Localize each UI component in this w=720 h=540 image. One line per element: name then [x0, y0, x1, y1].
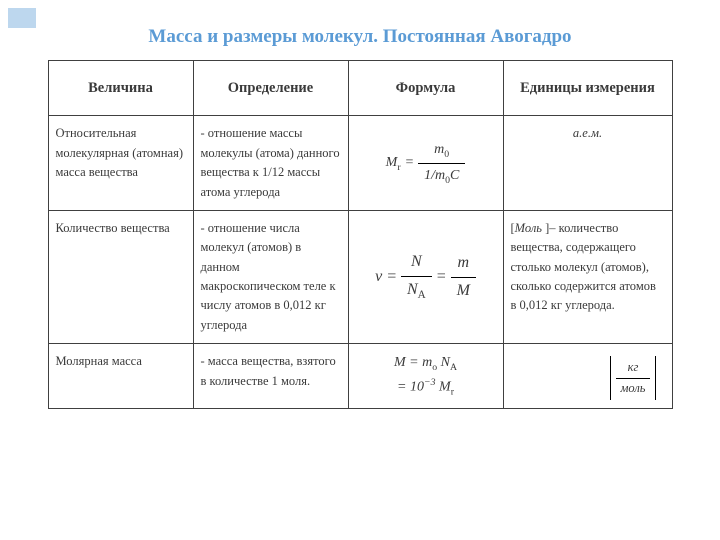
table-row: Молярная масса - масса вещества, взятого…	[48, 344, 672, 409]
cell-formula: М = mo NA = 10−3 Mr	[348, 344, 503, 409]
f-num: m	[434, 142, 444, 157]
table-header-row: Величина Определение Формула Единицы изм…	[48, 61, 672, 116]
f-lhs: M	[386, 155, 398, 170]
cell-formula: Mr = m0 1/m0C	[348, 116, 503, 211]
cell-units: кг моль	[503, 344, 672, 409]
cell-definition: - отношение числа молекул (атомов) в дан…	[193, 210, 348, 343]
physics-table: Величина Определение Формула Единицы изм…	[48, 60, 673, 409]
f3-sup: −3	[424, 377, 436, 388]
f-eq2: =	[436, 265, 447, 290]
f3-a: М = m	[394, 355, 432, 370]
f1-num: N	[401, 250, 432, 276]
cell-quantity: Относительная молекулярная (атомная) мас…	[48, 116, 193, 211]
f-den-m: m	[435, 168, 445, 183]
f3-2b: M	[436, 379, 451, 394]
cell-units: а.е.м.	[503, 116, 672, 211]
f2-num: m	[451, 251, 476, 277]
unit-bracket: кг моль	[610, 356, 655, 400]
cell-formula: ν = N NA = m M	[348, 210, 503, 343]
f3-2a: = 10	[397, 379, 424, 394]
col-quantity: Величина	[48, 61, 193, 116]
f3-s2: A	[450, 362, 457, 373]
u-num: кг	[616, 358, 649, 377]
page-marker	[8, 8, 36, 28]
f-den-post: C	[450, 168, 459, 183]
u-it: Моль	[515, 221, 545, 235]
f3-2sub: r	[451, 386, 454, 397]
f1-den-sub: A	[418, 289, 426, 301]
f1-den: N	[407, 281, 418, 298]
f-eq: =	[405, 152, 414, 174]
f-lhs-sub: r	[397, 162, 400, 173]
cell-quantity: Молярная масса	[48, 344, 193, 409]
table-row: Относительная молекулярная (атомная) мас…	[48, 116, 672, 211]
f3-b: N	[437, 355, 450, 370]
f-den-pre: 1/	[424, 168, 435, 183]
f-eq: =	[386, 265, 397, 290]
cell-units: [Моль ]– количество вещества, содержащег…	[503, 210, 672, 343]
table-row: Количество вещества - отношение числа мо…	[48, 210, 672, 343]
f2-den: M	[451, 277, 476, 304]
cell-definition: - масса вещества, взятого в количестве 1…	[193, 344, 348, 409]
cell-definition: - отношение массы молекулы (атома) данно…	[193, 116, 348, 211]
col-formula: Формула	[348, 61, 503, 116]
f-lhs: ν	[375, 265, 382, 290]
cell-quantity: Количество вещества	[48, 210, 193, 343]
u-den: моль	[616, 378, 649, 398]
col-units: Единицы измерения	[503, 61, 672, 116]
f-num-sub: 0	[444, 149, 449, 160]
col-definition: Определение	[193, 61, 348, 116]
page-title: Масса и размеры молекул. Постоянная Авог…	[0, 0, 720, 60]
